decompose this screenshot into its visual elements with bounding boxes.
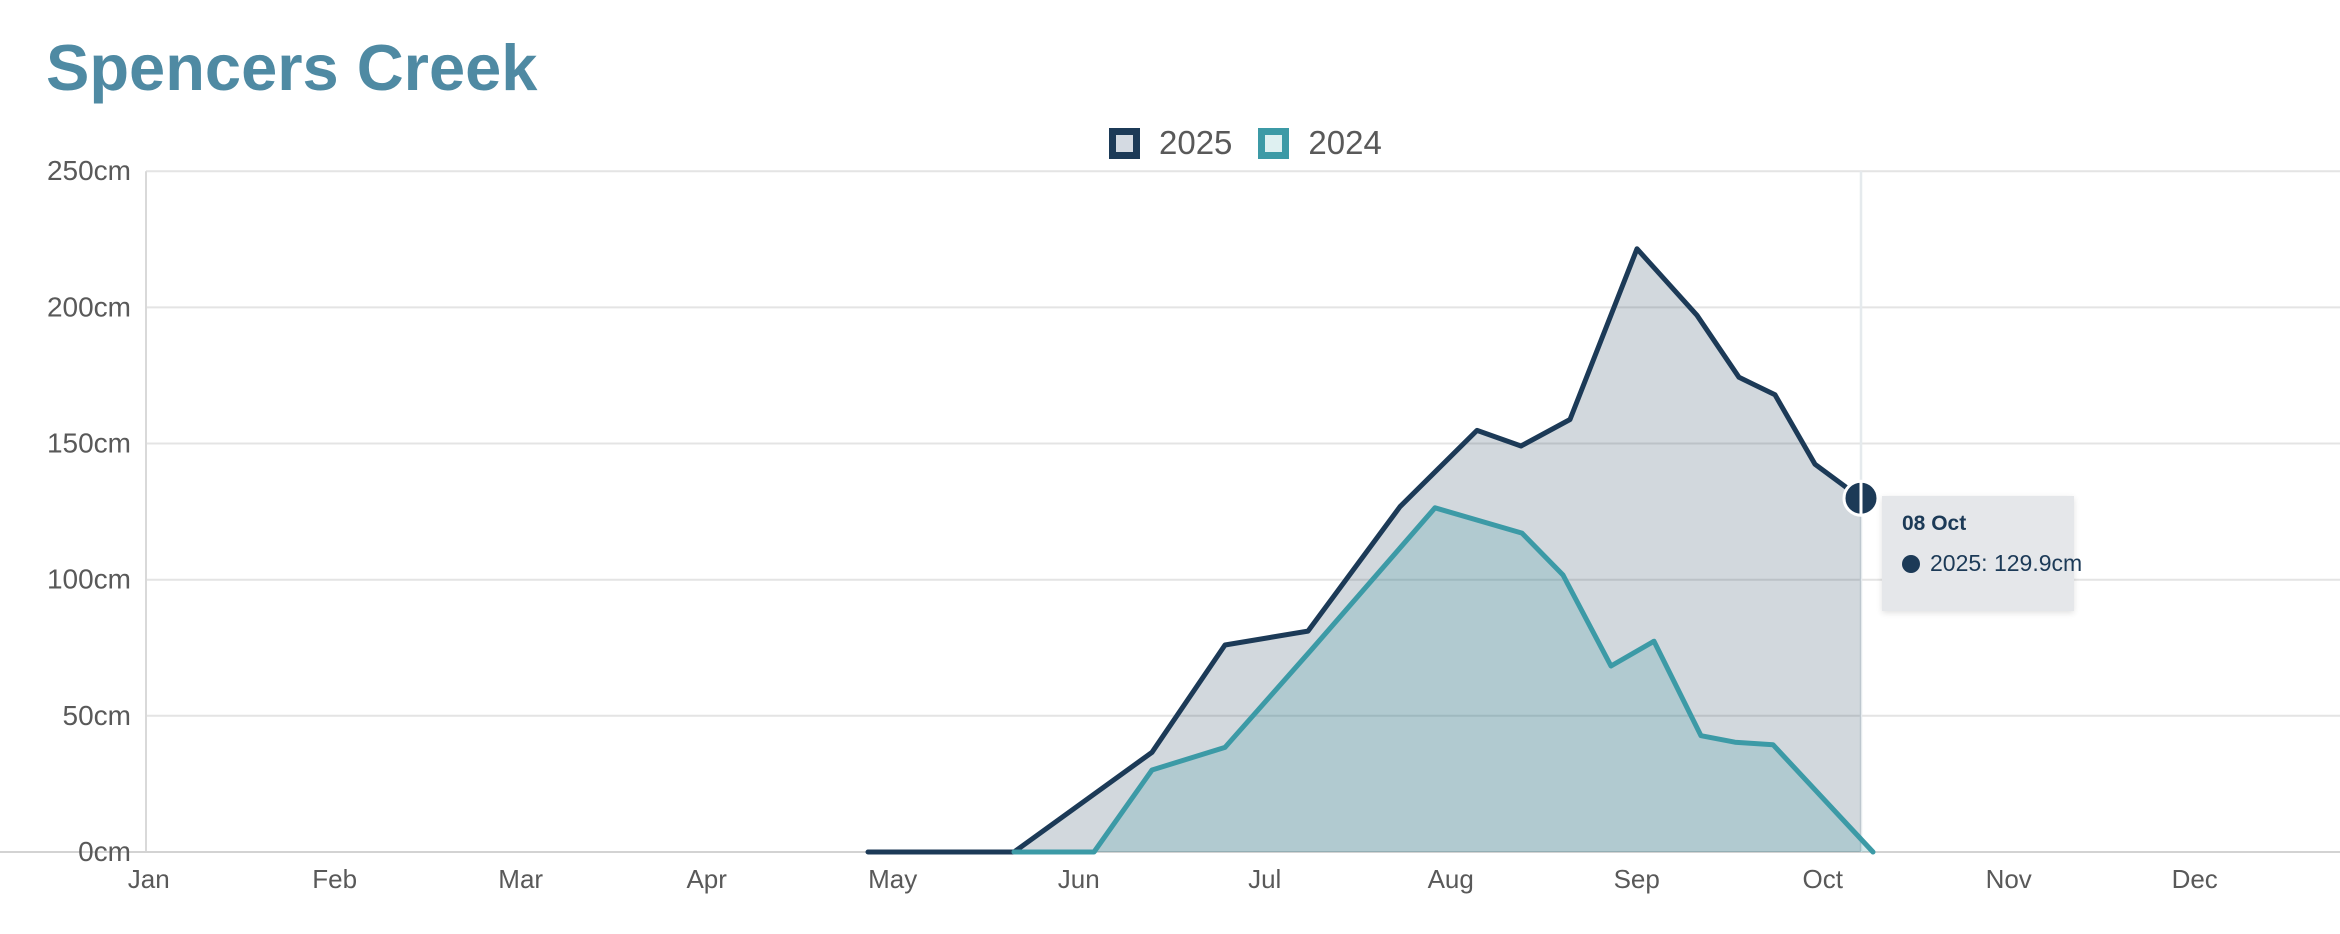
svg-text:Nov: Nov — [1986, 864, 2032, 894]
svg-text:Jan: Jan — [128, 864, 170, 894]
svg-text:50cm: 50cm — [63, 700, 131, 731]
svg-text:Aug: Aug — [1428, 864, 1474, 894]
svg-text:150cm: 150cm — [47, 428, 131, 459]
svg-text:Dec: Dec — [2172, 864, 2218, 894]
svg-text:Jul: Jul — [1248, 864, 1281, 894]
svg-text:Feb: Feb — [312, 864, 357, 894]
svg-text:Jun: Jun — [1058, 864, 1100, 894]
svg-text:Apr: Apr — [686, 864, 727, 894]
svg-text:100cm: 100cm — [47, 564, 131, 595]
svg-text:Mar: Mar — [498, 864, 543, 894]
svg-text:Oct: Oct — [1802, 864, 1843, 894]
svg-text:0cm: 0cm — [78, 836, 131, 867]
svg-text:Sep: Sep — [1614, 864, 1660, 894]
svg-text:250cm: 250cm — [47, 155, 131, 186]
svg-text:May: May — [868, 864, 917, 894]
svg-text:200cm: 200cm — [47, 291, 131, 322]
